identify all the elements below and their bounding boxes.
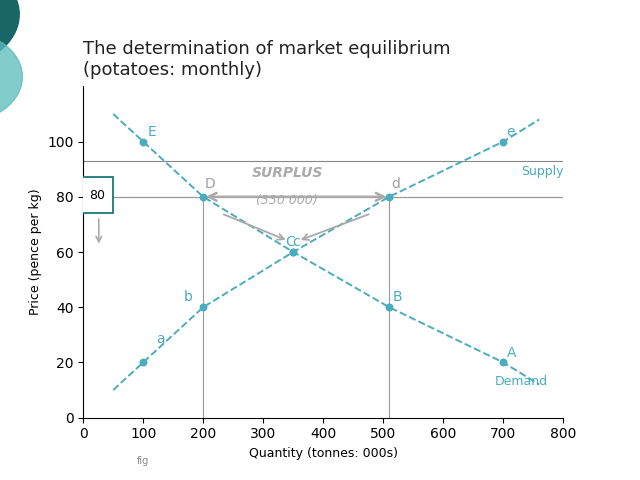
Point	[498, 138, 508, 145]
Text: fig: fig	[137, 456, 149, 466]
Point	[198, 193, 209, 201]
Text: E: E	[147, 125, 156, 139]
Text: c: c	[292, 235, 300, 249]
Text: SURPLUS: SURPLUS	[252, 166, 323, 180]
Point	[198, 303, 209, 311]
Text: D: D	[204, 177, 215, 192]
Point	[138, 359, 148, 366]
Text: b: b	[184, 290, 193, 304]
Text: A: A	[507, 346, 516, 360]
Text: 80: 80	[89, 189, 105, 202]
Text: The determination of market equilibrium
(potatoes: monthly): The determination of market equilibrium …	[83, 40, 451, 79]
X-axis label: Quantity (tonnes: 000s): Quantity (tonnes: 000s)	[249, 447, 397, 460]
Text: Demand: Demand	[495, 375, 548, 388]
Text: Supply: Supply	[521, 166, 564, 179]
Point	[384, 303, 394, 311]
Text: C: C	[285, 235, 294, 249]
Point	[384, 193, 394, 201]
Text: a: a	[156, 332, 165, 346]
Point	[288, 248, 298, 256]
Text: (330 000): (330 000)	[257, 194, 318, 207]
Point	[498, 359, 508, 366]
Text: d: d	[392, 177, 401, 192]
FancyBboxPatch shape	[81, 178, 113, 213]
Text: e: e	[506, 125, 515, 139]
Y-axis label: Price (pence per kg): Price (pence per kg)	[29, 189, 42, 315]
Point	[288, 248, 298, 256]
Point	[138, 138, 148, 145]
Text: B: B	[392, 290, 402, 304]
